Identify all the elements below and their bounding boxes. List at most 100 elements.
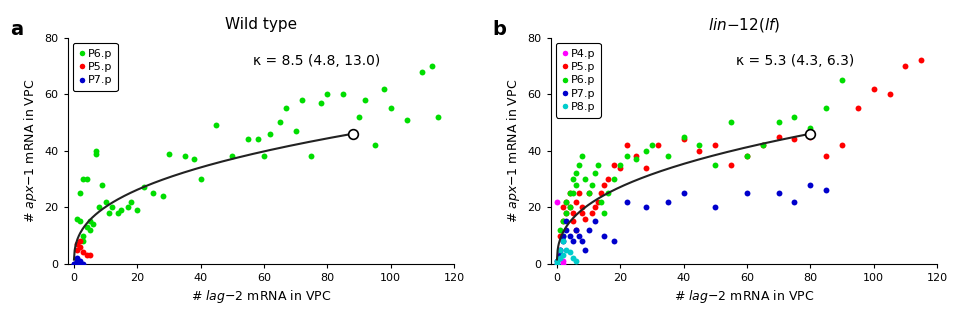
Text: κ = 8.5 (4.8, 13.0): κ = 8.5 (4.8, 13.0) <box>253 53 381 68</box>
Point <box>553 227 568 232</box>
Point <box>619 154 635 159</box>
Text: b: b <box>493 19 506 39</box>
Point <box>67 261 82 266</box>
Point <box>572 162 587 167</box>
Point <box>619 143 635 148</box>
Point <box>581 191 596 196</box>
Point <box>98 199 113 204</box>
Point <box>818 154 834 159</box>
Point <box>692 148 707 153</box>
Point <box>786 199 802 204</box>
Point <box>345 131 360 136</box>
Point <box>578 247 593 252</box>
Point <box>70 256 85 261</box>
Point <box>101 210 117 215</box>
Point <box>572 191 587 196</box>
Title: $\it{lin}$$\it{-12(lf)}$: $\it{lin}$$\it{-12(lf)}$ <box>707 16 781 34</box>
Point <box>288 128 303 133</box>
Point <box>550 199 565 204</box>
Point <box>850 106 866 111</box>
Point <box>593 199 609 204</box>
Point <box>565 219 581 224</box>
Point <box>555 233 571 238</box>
Point <box>555 219 571 224</box>
Point <box>584 182 600 187</box>
Point <box>650 143 666 148</box>
Point <box>555 205 571 210</box>
Point <box>638 165 653 170</box>
Point <box>558 210 574 215</box>
Point <box>612 165 628 170</box>
Point <box>739 154 754 159</box>
Point <box>79 253 95 258</box>
Point <box>550 258 565 263</box>
Point <box>555 258 571 263</box>
Point <box>629 154 644 159</box>
Point <box>357 97 373 102</box>
Point <box>835 78 850 83</box>
Point <box>590 199 606 204</box>
Point <box>587 171 603 176</box>
Point <box>575 205 590 210</box>
Point <box>313 100 328 105</box>
Point <box>82 253 98 258</box>
Text: κ = 5.3 (4.3, 6.3): κ = 5.3 (4.3, 6.3) <box>736 53 854 68</box>
Point <box>414 69 430 74</box>
Point <box>587 205 603 210</box>
Point <box>303 154 319 159</box>
Point <box>70 247 85 252</box>
Point <box>79 225 95 230</box>
Point <box>882 92 897 97</box>
Point <box>120 205 135 210</box>
Point <box>79 176 95 181</box>
Y-axis label: # $\it{apx}$$\it{-1}$ mRNA in VPC: # $\it{apx}$$\it{-1}$ mRNA in VPC <box>505 78 522 223</box>
Point <box>676 134 692 139</box>
Point <box>590 162 606 167</box>
Point <box>70 241 85 246</box>
Point <box>295 97 310 102</box>
Point <box>660 199 675 204</box>
Point <box>399 117 414 122</box>
Point <box>803 182 818 187</box>
Point <box>555 253 571 258</box>
Point <box>597 182 612 187</box>
Point <box>272 120 288 125</box>
Point <box>72 239 88 244</box>
Point <box>72 219 88 224</box>
Point <box>739 154 754 159</box>
Point <box>619 199 635 204</box>
X-axis label: # $\it{lag}$$\it{-2}$ mRNA in VPC: # $\it{lag}$$\it{-2}$ mRNA in VPC <box>190 288 331 305</box>
Point <box>553 247 568 252</box>
Point <box>67 261 82 266</box>
Point <box>771 191 786 196</box>
Point <box>568 227 583 232</box>
Point <box>565 256 581 261</box>
Point <box>82 219 98 224</box>
Point <box>818 188 834 193</box>
Point <box>755 143 771 148</box>
Point <box>146 191 161 196</box>
Point <box>897 63 913 68</box>
Point <box>558 210 574 215</box>
Point <box>803 134 818 139</box>
Text: a: a <box>10 19 23 39</box>
Point <box>161 151 177 156</box>
Point <box>562 205 578 210</box>
Point <box>367 143 383 148</box>
Point <box>241 137 256 142</box>
Point <box>724 162 739 167</box>
Point <box>70 258 85 263</box>
Point <box>555 219 571 224</box>
Point <box>568 227 583 232</box>
Point <box>155 193 170 198</box>
Point <box>562 191 578 196</box>
Point <box>803 126 818 131</box>
Legend: P6.p, P5.p, P7.p: P6.p, P5.p, P7.p <box>73 43 118 91</box>
Point <box>320 92 335 97</box>
Point <box>707 143 723 148</box>
Point <box>555 261 571 266</box>
Legend: P4.p, P5.p, P6.p, P7.p, P8.p: P4.p, P5.p, P6.p, P7.p, P8.p <box>556 43 601 118</box>
Point <box>186 157 202 162</box>
Point <box>75 239 91 244</box>
Point <box>568 182 583 187</box>
